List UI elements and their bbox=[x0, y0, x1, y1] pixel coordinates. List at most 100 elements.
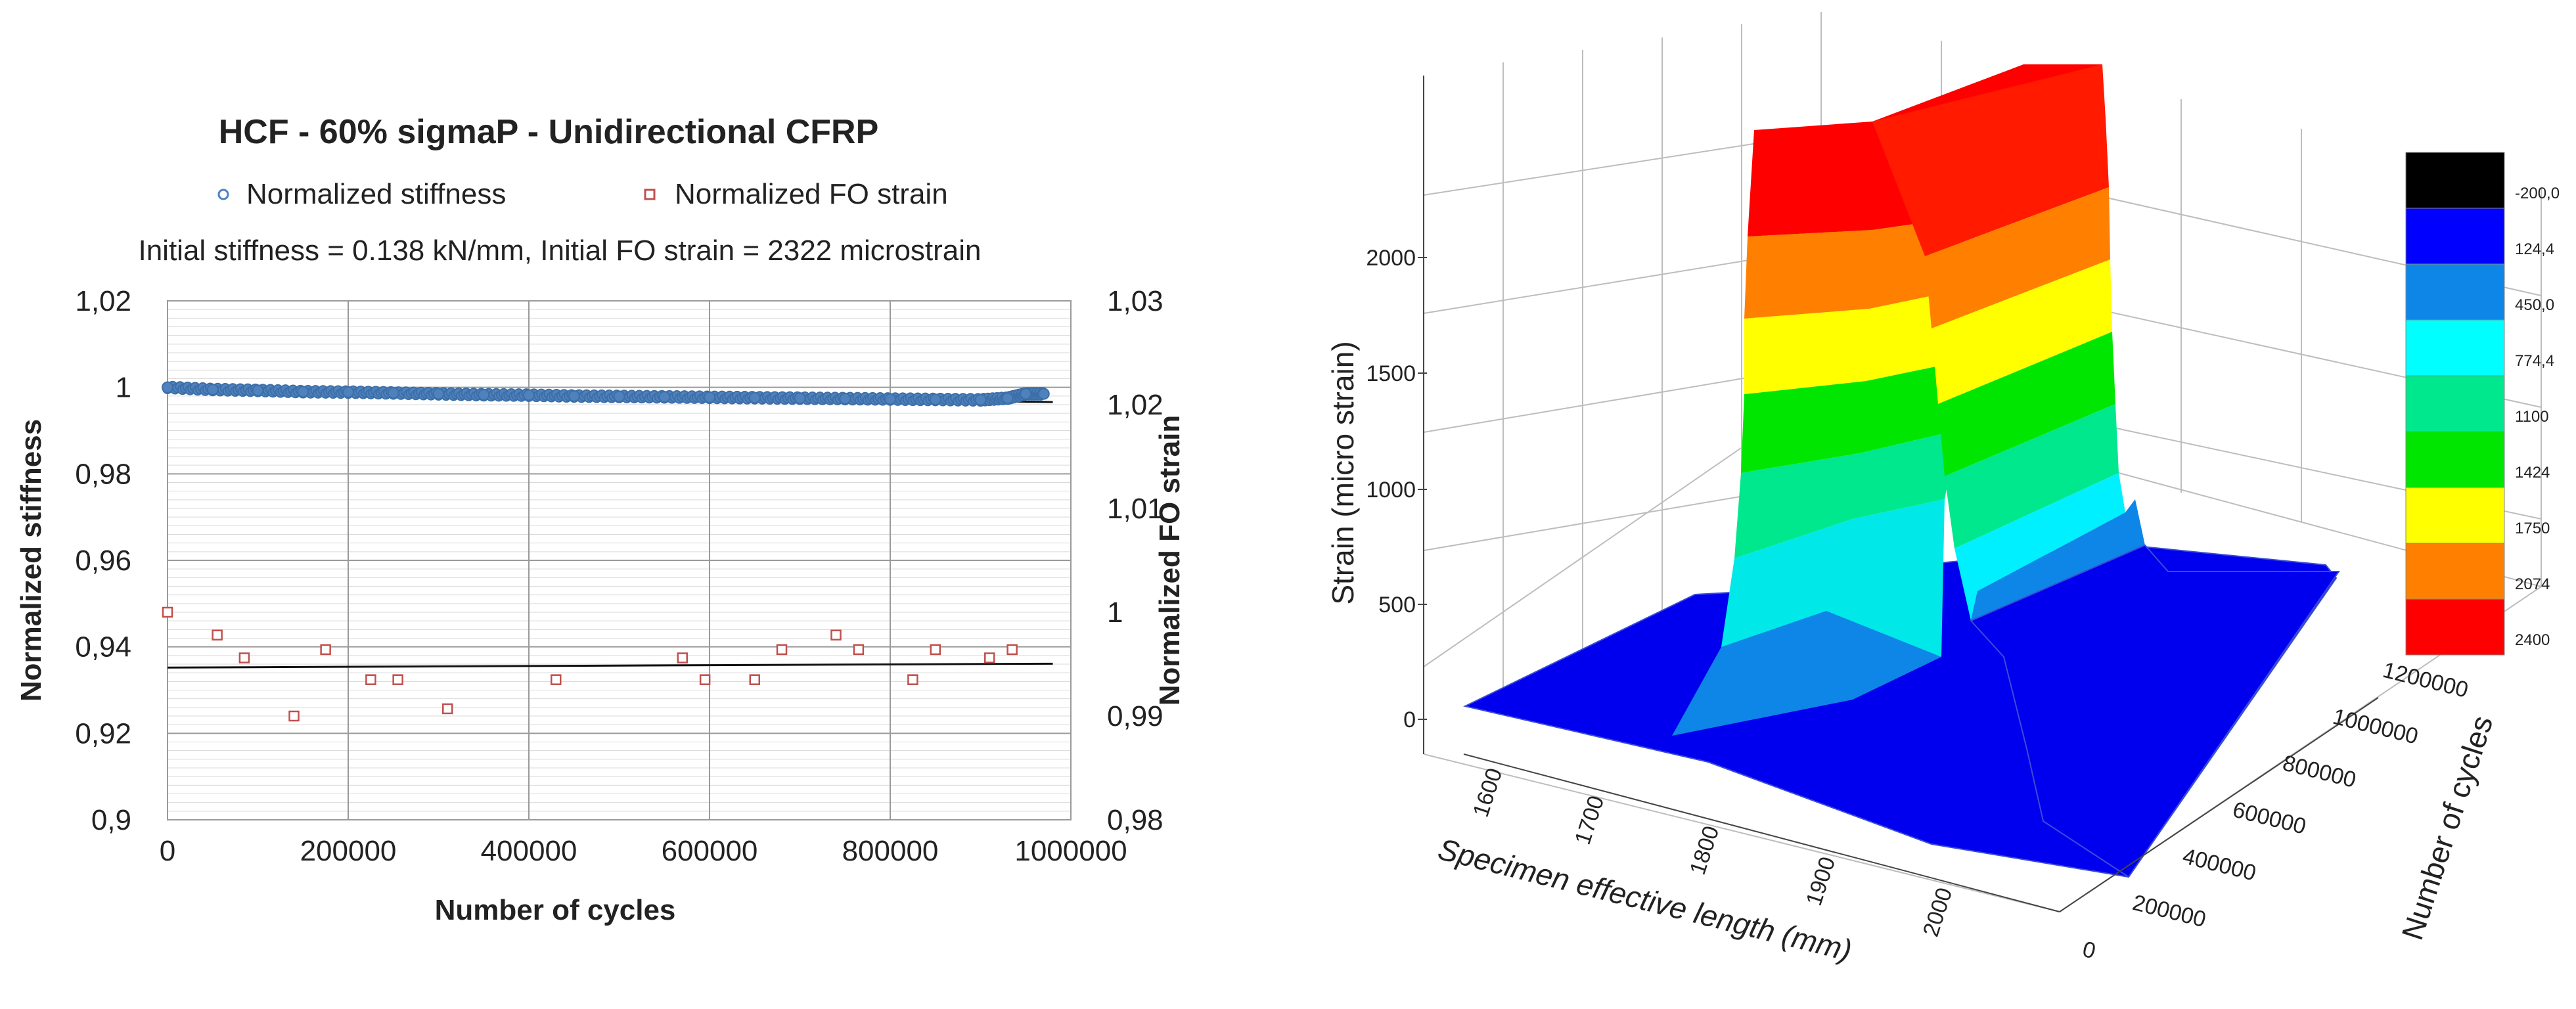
stiffness-point bbox=[478, 388, 490, 401]
x-tick-label: 1000000 bbox=[1014, 835, 1127, 867]
y2-axis-label: Normalized FO strain bbox=[1154, 415, 1186, 706]
stiffness-point bbox=[658, 391, 671, 403]
y3d-tick-label: 800000 bbox=[2280, 751, 2359, 793]
y2-tick-label: 0,99 bbox=[1107, 700, 1164, 732]
x-tick-label: 600000 bbox=[662, 835, 758, 867]
colorbar-swatch bbox=[2405, 152, 2505, 209]
y3d-tick-label: 1000000 bbox=[2330, 704, 2421, 750]
x-tick-label: 0 bbox=[160, 835, 175, 867]
colorbar-label: 1424 bbox=[2515, 464, 2550, 482]
fo-strain-point bbox=[1006, 644, 1018, 656]
colorbar-swatch bbox=[2405, 263, 2505, 321]
colorbar-label: 774,4 bbox=[2515, 352, 2554, 370]
x-tick-label: 400000 bbox=[481, 835, 577, 867]
fo-strain-point bbox=[930, 644, 941, 656]
stiffness-point bbox=[704, 391, 715, 403]
chart-title: HCF - 60% sigmaP - Unidirectional CFRP bbox=[219, 113, 879, 151]
fo-strain-point bbox=[699, 674, 711, 685]
stiffness-point bbox=[387, 387, 399, 399]
colorbar-label: -200,0 bbox=[2515, 185, 2560, 202]
fo-strain-point bbox=[162, 606, 173, 618]
y-axis-label: Normalized stiffness bbox=[15, 419, 47, 702]
stiffness-point bbox=[432, 388, 445, 400]
stiffness-point bbox=[1020, 388, 1032, 400]
stiffness-point bbox=[162, 381, 173, 393]
legend-label-fo-strain: Normalized FO strain bbox=[675, 178, 948, 210]
colorbar-label: 1100 bbox=[2515, 408, 2549, 426]
fo-strain-point bbox=[442, 703, 453, 715]
stiffness-point bbox=[613, 390, 625, 403]
stiffness-point bbox=[748, 392, 761, 404]
colorbar-swatch bbox=[2405, 543, 2505, 600]
z-axis-label: Strain (micro strain) bbox=[1326, 341, 1360, 604]
stiffness-point bbox=[929, 393, 941, 406]
y-tick-label: 0,92 bbox=[75, 717, 131, 750]
fo-strain-point bbox=[392, 674, 403, 685]
fo-strain-point bbox=[830, 629, 842, 641]
stiffness-point bbox=[794, 392, 806, 405]
colorbar-label: 2400 bbox=[2515, 631, 2550, 649]
legend-marker-fo-strain bbox=[644, 189, 656, 200]
x-tick-label: 200000 bbox=[300, 835, 397, 867]
grid bbox=[167, 300, 1072, 820]
stiffness-point bbox=[252, 384, 264, 397]
y2-tick-label: 1,03 bbox=[1107, 285, 1164, 317]
surface-axes bbox=[1423, 76, 2379, 912]
x3d-tick-label: 1700 bbox=[1570, 793, 1610, 848]
legend-marker-stiffness bbox=[217, 189, 229, 200]
legend-label-stiffness: Normalized stiffness bbox=[246, 178, 506, 210]
chart-subtitle: Initial stiffness = 0.138 kN/mm, Initial… bbox=[138, 235, 981, 267]
colorbar-swatch bbox=[2405, 319, 2505, 376]
fo-strain-point bbox=[749, 674, 760, 685]
surface-peak bbox=[1672, 64, 2340, 878]
x3d-tick-label: 1800 bbox=[1685, 823, 1725, 878]
fo-strain-point bbox=[320, 644, 331, 656]
y3d-tick-label: 400000 bbox=[2180, 843, 2258, 886]
left-chart: HCF - 60% sigmaP - Unidirectional CFRP N… bbox=[15, 113, 1186, 926]
colorbar-swatch bbox=[2405, 431, 2505, 488]
stiffness-point bbox=[1037, 388, 1050, 400]
y-tick-label: 0,9 bbox=[91, 804, 131, 836]
stiffness-point bbox=[342, 386, 354, 398]
stiffness-point bbox=[884, 393, 896, 405]
y3d-tick-label: 200000 bbox=[2130, 890, 2208, 932]
colorbar-swatch bbox=[2405, 208, 2505, 265]
colorbar-label: 2074 bbox=[2515, 575, 2550, 593]
x3d-tick-label: 2000 bbox=[1918, 885, 1958, 940]
fo-strain-point bbox=[677, 652, 688, 663]
stiffness-point bbox=[206, 383, 219, 395]
fo-strain-point bbox=[212, 629, 223, 641]
legend: Normalized stiffness Normalized FO strai… bbox=[217, 178, 948, 210]
fo-strain-point bbox=[776, 644, 788, 656]
colorbar-swatch bbox=[2405, 598, 2505, 656]
stiffness-point bbox=[974, 393, 987, 406]
x-tick-label: 800000 bbox=[842, 835, 939, 867]
surface-chart: 0 500 1000 1500 2000 1600 1700 1800 1900 2000 0 200… bbox=[1326, 12, 2560, 968]
z-tick-label: 500 bbox=[1378, 593, 1416, 617]
stiffness-point bbox=[1001, 392, 1014, 405]
y2-tick-label: 0,98 bbox=[1107, 804, 1164, 836]
colorbar: -200,0 124,4 450,0 774,4 1100 1424 1750 2074 240… bbox=[2405, 152, 2560, 656]
fo-strain-point bbox=[907, 674, 918, 685]
stiffness-point bbox=[523, 389, 535, 401]
x-axis-label-3d: Specimen effective length (mm) bbox=[1435, 832, 1855, 968]
y-tick-label: 1,02 bbox=[75, 285, 131, 317]
y-tick-label: 1 bbox=[116, 372, 131, 404]
trendline-1 bbox=[167, 662, 1053, 669]
z-tick-label: 2000 bbox=[1366, 246, 1416, 271]
y-tick-label: 0,96 bbox=[75, 545, 131, 577]
y2-tick-label: 1,02 bbox=[1107, 389, 1164, 421]
colorbar-swatch bbox=[2405, 487, 2505, 544]
y3d-tick-label: 0 bbox=[2080, 937, 2098, 964]
fo-strain-point bbox=[853, 644, 865, 656]
colorbar-label: 1750 bbox=[2515, 520, 2550, 537]
x3d-tick-label: 1900 bbox=[1801, 854, 1841, 909]
fo-strain-point bbox=[365, 674, 376, 685]
stiffness-point bbox=[568, 390, 580, 402]
data-marks bbox=[162, 380, 1050, 722]
x-axis-label: Number of cycles bbox=[435, 894, 676, 926]
fo-strain-point bbox=[238, 652, 250, 663]
y-tick-label: 0,98 bbox=[75, 458, 131, 490]
colorbar-swatch bbox=[2405, 375, 2505, 432]
fo-strain-point bbox=[551, 674, 562, 685]
